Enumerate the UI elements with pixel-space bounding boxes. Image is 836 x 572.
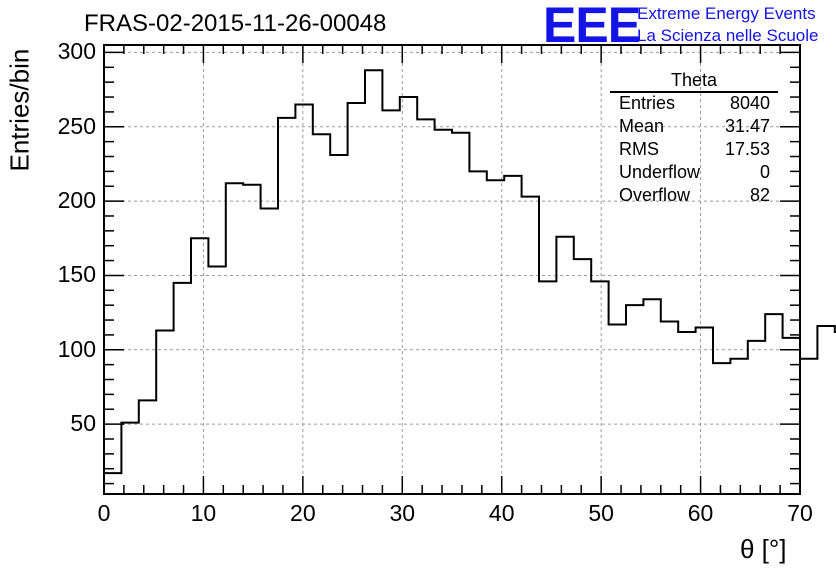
y-axis-label: Entries/bin	[4, 48, 35, 172]
stats-key-mean: Mean	[619, 116, 665, 136]
x-axis-label: θ [°]	[740, 534, 787, 564]
eee-logo: EEE	[543, 0, 641, 53]
x-tick-label: 50	[588, 500, 614, 526]
grid-lines	[104, 45, 800, 494]
stats-key-entries: Entries	[619, 93, 676, 113]
x-tick-label: 30	[389, 500, 416, 526]
y-tick-label: 50	[70, 410, 96, 437]
logo-line-2: La Scienza nelle Scuole	[637, 26, 819, 45]
stats-key-rms: RMS	[619, 139, 659, 159]
stats-value-overflow: 82	[749, 185, 770, 205]
stats-value-rms: 17.53	[724, 139, 770, 159]
stats-value-underflow: 0	[759, 162, 770, 182]
logo-line-1: Extreme Energy Events	[637, 4, 816, 23]
stats-key-overflow: Overflow	[619, 185, 691, 205]
x-tick-label: 10	[190, 500, 217, 526]
histogram-step-line	[104, 69, 836, 475]
y-tick-label: 200	[57, 187, 96, 214]
stats-value-mean: 31.47	[724, 116, 770, 136]
chart-title: FRAS-02-2015-11-26-00048	[84, 10, 387, 37]
stats-value-entries: 8040	[729, 93, 770, 113]
stats-box-title: Theta	[670, 70, 718, 90]
x-tick-label: 40	[488, 500, 515, 526]
x-tick-label: 70	[787, 500, 813, 526]
y-tick-label: 100	[57, 335, 96, 362]
x-tick-label: 60	[687, 500, 714, 526]
x-tick-label: 0	[97, 500, 111, 526]
y-tick-label: 150	[57, 261, 96, 288]
x-tick-label: 20	[290, 500, 316, 526]
y-tick-label: 300	[57, 38, 96, 65]
plot-frame	[103, 44, 801, 495]
y-tick-label: 250	[57, 112, 96, 139]
stats-key-underflow: Underflow	[619, 162, 701, 182]
